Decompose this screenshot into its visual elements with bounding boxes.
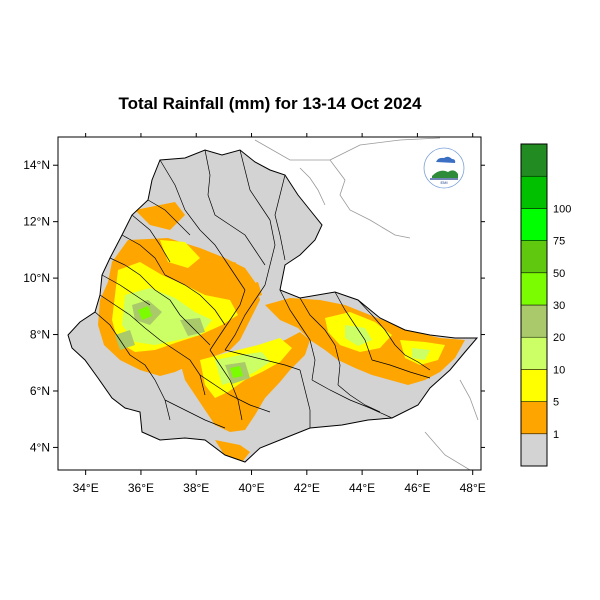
legend-swatch [520,369,548,402]
x-tick-label: 48°E [460,481,486,495]
map-title: Total Rainfall (mm) for 13-14 Oct 2024 [118,94,422,113]
admin-borders [94,150,431,429]
x-tick-label: 42°E [294,481,320,495]
legend-label: 50 [553,268,565,280]
legend-swatch [520,240,548,274]
legend-swatch [520,208,548,241]
legend-swatch [520,336,548,370]
emi-logo: EMI [423,147,465,189]
neighbor-borders [254,137,479,470]
x-axis: 34°E 36°E 38°E 40°E 42°E 44°E 46°E 48°E [73,133,486,495]
legend-label: 30 [553,300,565,312]
x-tick-label: 36°E [128,481,154,495]
legend-label: 10 [553,364,565,376]
y-tick-label: 6°N [30,384,50,398]
legend-label: 5 [553,397,559,409]
y-tick-label: 14°N [23,158,50,172]
y-tick-label: 8°N [30,328,50,342]
legend-label: 75 [553,236,565,248]
x-tick-label: 38°E [183,481,209,495]
legend-label: 20 [553,332,565,344]
rainfall-shading [98,202,465,462]
y-tick-label: 10°N [23,271,50,285]
plot-frame [57,136,482,471]
legend-label: 100 [553,203,571,215]
legend-swatch [520,401,548,435]
x-tick-label: 44°E [349,481,375,495]
legend-swatch [520,272,548,306]
legend-swatch [520,433,548,467]
x-tick-label: 34°E [73,481,99,495]
legend-label: 1 [553,429,559,441]
x-tick-label: 46°E [404,481,430,495]
y-tick-label: 4°N [30,440,50,454]
y-axis: 14°N 12°N 10°N 8°N 6°N 4°N [23,158,485,454]
legend-swatch [520,175,548,209]
logo-caption: EMI [440,180,447,185]
x-tick-label: 40°E [238,481,264,495]
legend-swatch [520,304,548,338]
color-legend: 1 5 10 20 30 50 75 100 [520,143,571,467]
y-tick-label: 12°N [23,215,50,229]
legend-frame [520,143,548,467]
legend-swatch [520,143,548,177]
